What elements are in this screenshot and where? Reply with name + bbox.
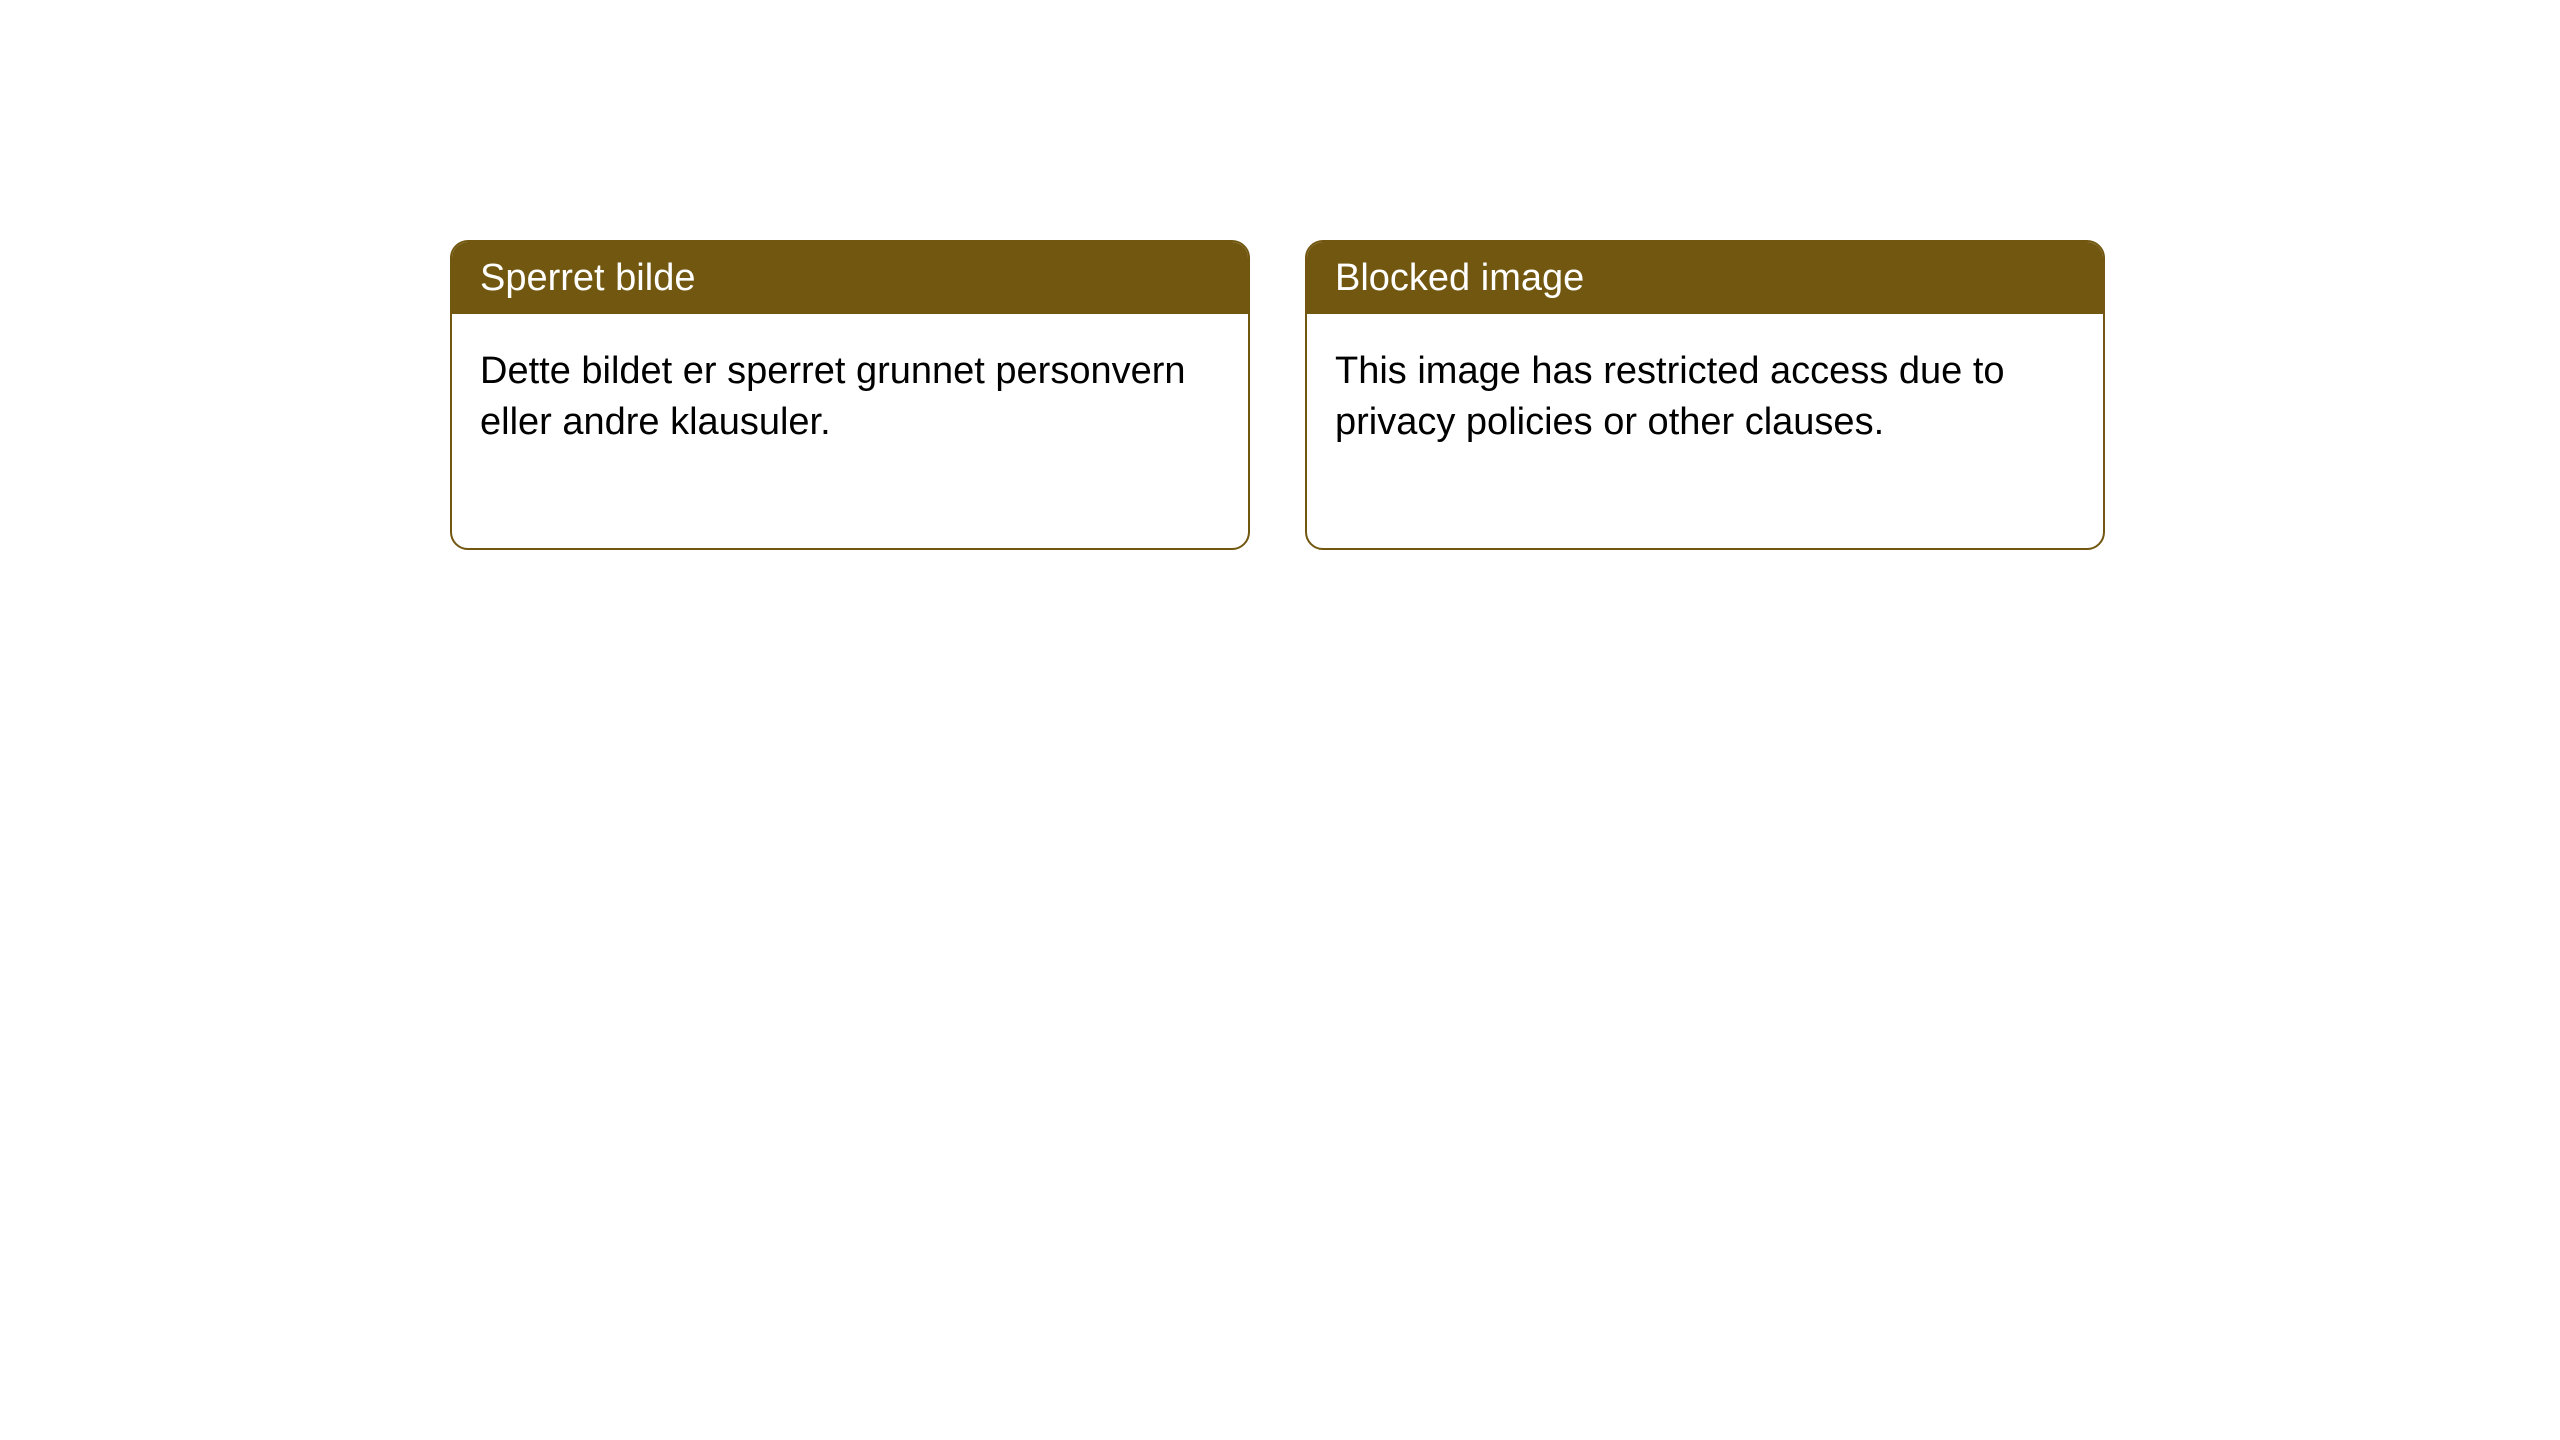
panel-body: This image has restricted access due to … [1307, 314, 2103, 549]
panel-title: Blocked image [1307, 242, 2103, 314]
blocked-image-panel-en: Blocked image This image has restricted … [1305, 240, 2105, 550]
panel-body: Dette bildet er sperret grunnet personve… [452, 314, 1248, 549]
blocked-image-panel-no: Sperret bilde Dette bildet er sperret gr… [450, 240, 1250, 550]
notice-row: Sperret bilde Dette bildet er sperret gr… [0, 0, 2560, 550]
panel-title: Sperret bilde [452, 242, 1248, 314]
